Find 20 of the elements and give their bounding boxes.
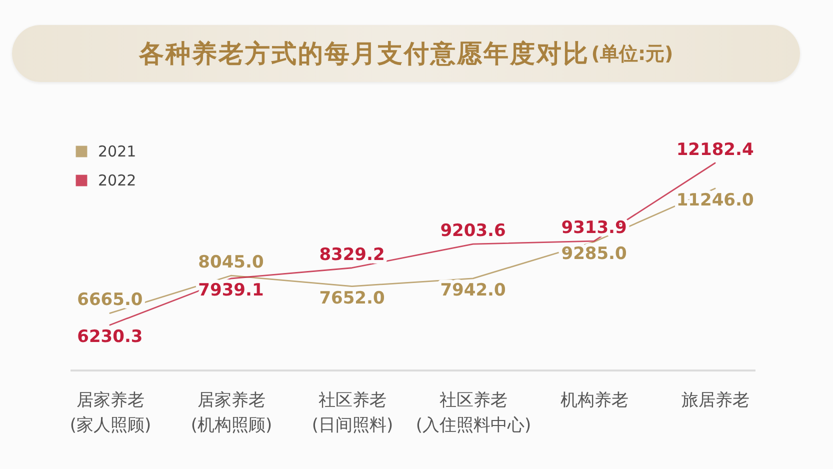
- x-tick-label: 社区养老 (入住照料中心): [416, 390, 532, 436]
- data-label: 8045.0: [198, 252, 264, 273]
- x-tick-label: 机构养老: [560, 390, 629, 410]
- data-label: 6230.3: [77, 327, 143, 347]
- legend-label: 2021: [98, 142, 136, 160]
- x-tick-label: 居家养老 (家人照顾): [70, 390, 152, 436]
- data-label: 7939.1: [198, 280, 264, 300]
- legend-label: 2022: [98, 172, 136, 190]
- data-label: 6665.0: [77, 290, 143, 310]
- chart-title: 各种养老方式的每月支付意愿年度对比: [138, 38, 590, 70]
- x-tick-label: 居家养老 (机构照顾): [190, 390, 272, 436]
- x-tick-label: 社区养老 (日间照料): [312, 390, 394, 436]
- data-label: 9285.0: [561, 244, 628, 264]
- x-tick-label: 旅居养老: [682, 390, 750, 410]
- data-label: 7942.0: [440, 280, 506, 300]
- data-label: 7652.0: [319, 288, 385, 308]
- chart-subtitle: (单位:元): [591, 42, 674, 66]
- data-label: 12182.4: [676, 140, 754, 160]
- data-label: 8329.2: [319, 244, 385, 265]
- data-label: 9203.6: [440, 221, 506, 242]
